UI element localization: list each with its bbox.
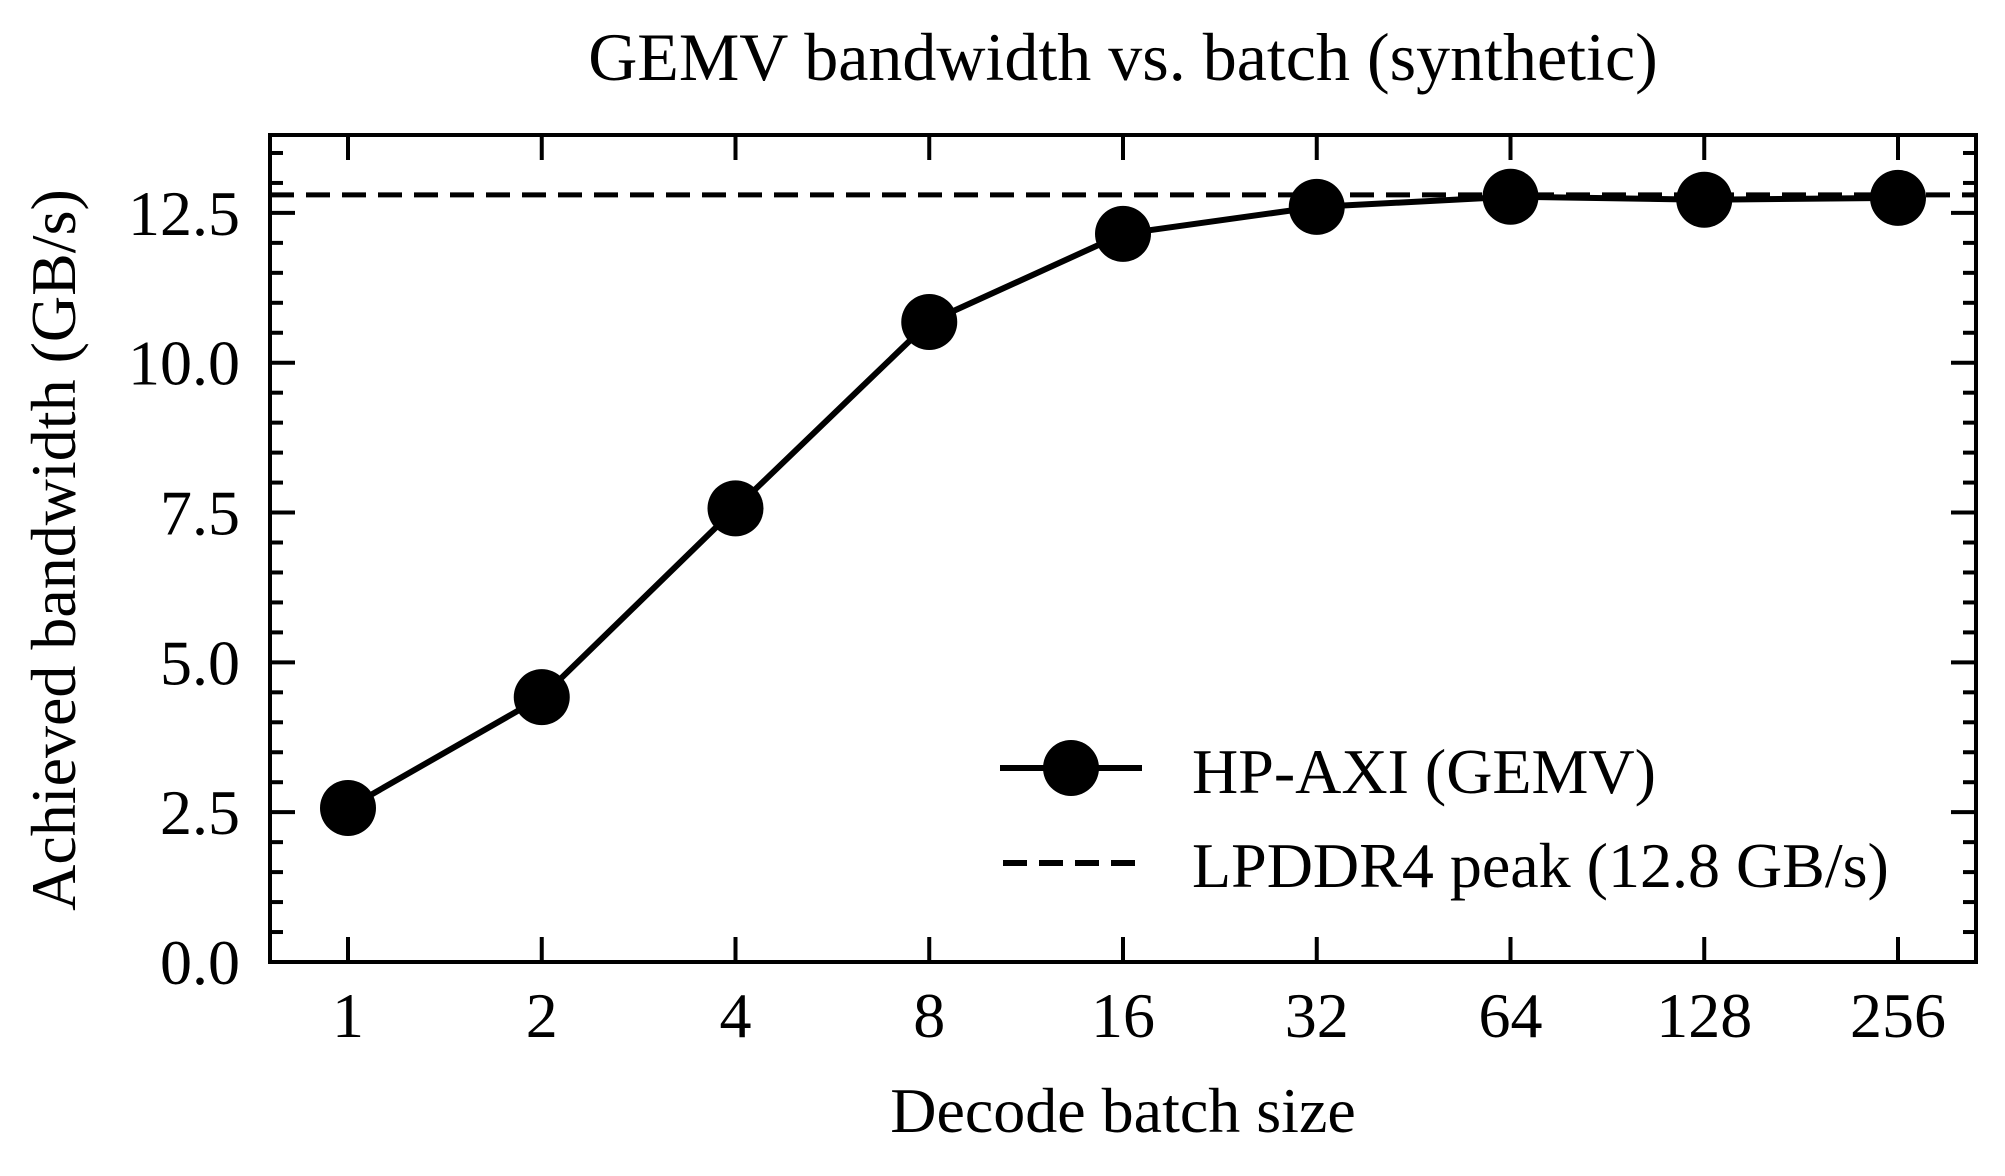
series-line <box>346 193 1899 811</box>
x-tick-label: 2 <box>526 980 558 1051</box>
legend-label-series: HP-AXI (GEMV) <box>1192 736 1656 807</box>
axes-frame <box>268 133 1978 964</box>
data-point-marker <box>901 293 958 350</box>
legend-item-reference: LPDDR4 peak (12.8 GB/s) <box>1003 830 1889 901</box>
data-point-marker <box>320 779 376 836</box>
legend-item-series: HP-AXI (GEMV) <box>1000 736 1656 807</box>
plot-area: 0.0 2.5 5.0 7.5 10.0 12.5 1 2 4 8 16 32 64 128 256 <box>128 133 1978 1051</box>
y-tick-label: 2.5 <box>160 777 240 848</box>
legend-circle-marker-icon <box>1043 740 1099 796</box>
x-tick-label: 64 <box>1479 980 1543 1051</box>
y-tick-label: 7.5 <box>160 478 240 549</box>
chart-title: GEMV bandwidth vs. batch (synthetic) <box>588 19 1658 95</box>
x-tick-label: 128 <box>1656 980 1752 1051</box>
x-tick-label: 32 <box>1285 980 1349 1051</box>
y-axis-label: Achieved bandwidth (GB/s) <box>18 189 89 911</box>
y-tick-label: 5.0 <box>160 627 240 698</box>
y-tick-label: 12.5 <box>128 178 240 249</box>
data-point-marker <box>707 480 764 537</box>
y-tick-label: 10.0 <box>128 328 240 399</box>
data-point-marker <box>1288 178 1345 235</box>
x-tick-label: 16 <box>1091 980 1155 1051</box>
x-tick-label: 256 <box>1850 980 1946 1051</box>
x-tick-label: 4 <box>720 980 752 1051</box>
x-tick-label: 8 <box>913 980 945 1051</box>
data-point-marker <box>513 669 570 726</box>
x-tick-label: 1 <box>332 980 364 1051</box>
data-point-marker <box>1095 205 1151 262</box>
legend: HP-AXI (GEMV) LPDDR4 peak (12.8 GB/s) <box>1000 736 1889 901</box>
x-axis-label: Decode batch size <box>890 1075 1356 1146</box>
legend-label-reference: LPDDR4 peak (12.8 GB/s) <box>1192 830 1889 901</box>
data-point-marker <box>1482 168 1539 225</box>
data-point-marker <box>1676 171 1733 228</box>
y-tick-label: 0.0 <box>160 927 240 998</box>
data-point-marker <box>1870 169 1926 226</box>
